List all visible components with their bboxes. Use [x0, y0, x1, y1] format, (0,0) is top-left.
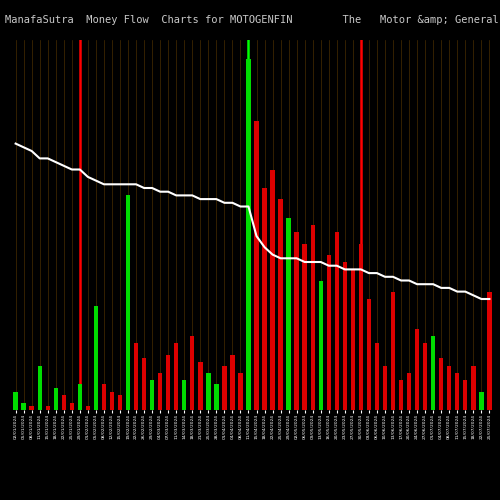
- Bar: [190, 336, 194, 410]
- Bar: [214, 384, 218, 410]
- Bar: [62, 395, 66, 410]
- Bar: [270, 170, 275, 410]
- Bar: [78, 384, 82, 410]
- Bar: [326, 254, 331, 410]
- Bar: [302, 244, 307, 410]
- Bar: [22, 402, 26, 410]
- Text: ManafaSutra  Money Flow  Charts for MOTOGENFIN        The   Motor &amp; General : ManafaSutra Money Flow Charts for MOTOGE…: [5, 15, 500, 25]
- Bar: [94, 306, 98, 410]
- Bar: [110, 392, 114, 410]
- Bar: [230, 354, 234, 410]
- Bar: [166, 354, 170, 410]
- Bar: [463, 380, 468, 410]
- Bar: [38, 366, 42, 410]
- Bar: [342, 262, 347, 410]
- Bar: [246, 58, 250, 410]
- Bar: [294, 232, 299, 410]
- Bar: [286, 218, 291, 410]
- Bar: [318, 280, 323, 410]
- Bar: [222, 366, 226, 410]
- Bar: [487, 292, 492, 410]
- Bar: [262, 188, 267, 410]
- Bar: [358, 244, 363, 410]
- Bar: [407, 373, 412, 410]
- Bar: [439, 358, 444, 410]
- Bar: [447, 366, 452, 410]
- Bar: [310, 225, 315, 410]
- Bar: [142, 358, 146, 410]
- Bar: [471, 366, 476, 410]
- Bar: [126, 196, 130, 410]
- Bar: [238, 373, 242, 410]
- Bar: [350, 270, 355, 410]
- Bar: [86, 406, 90, 410]
- Bar: [134, 344, 138, 410]
- Bar: [102, 384, 106, 410]
- Bar: [118, 395, 122, 410]
- Bar: [174, 344, 178, 410]
- Bar: [383, 366, 387, 410]
- Bar: [479, 392, 484, 410]
- Bar: [46, 406, 50, 410]
- Bar: [254, 122, 258, 410]
- Bar: [334, 232, 339, 410]
- Bar: [206, 373, 210, 410]
- Bar: [182, 380, 186, 410]
- Bar: [150, 380, 154, 410]
- Bar: [158, 373, 162, 410]
- Bar: [399, 380, 404, 410]
- Bar: [278, 199, 283, 410]
- Bar: [431, 336, 436, 410]
- Bar: [30, 406, 34, 410]
- Bar: [198, 362, 202, 410]
- Bar: [14, 392, 18, 410]
- Bar: [423, 344, 428, 410]
- Bar: [70, 402, 74, 410]
- Bar: [415, 328, 420, 410]
- Bar: [366, 299, 371, 410]
- Bar: [455, 373, 460, 410]
- Bar: [391, 292, 395, 410]
- Bar: [375, 344, 379, 410]
- Bar: [54, 388, 58, 410]
